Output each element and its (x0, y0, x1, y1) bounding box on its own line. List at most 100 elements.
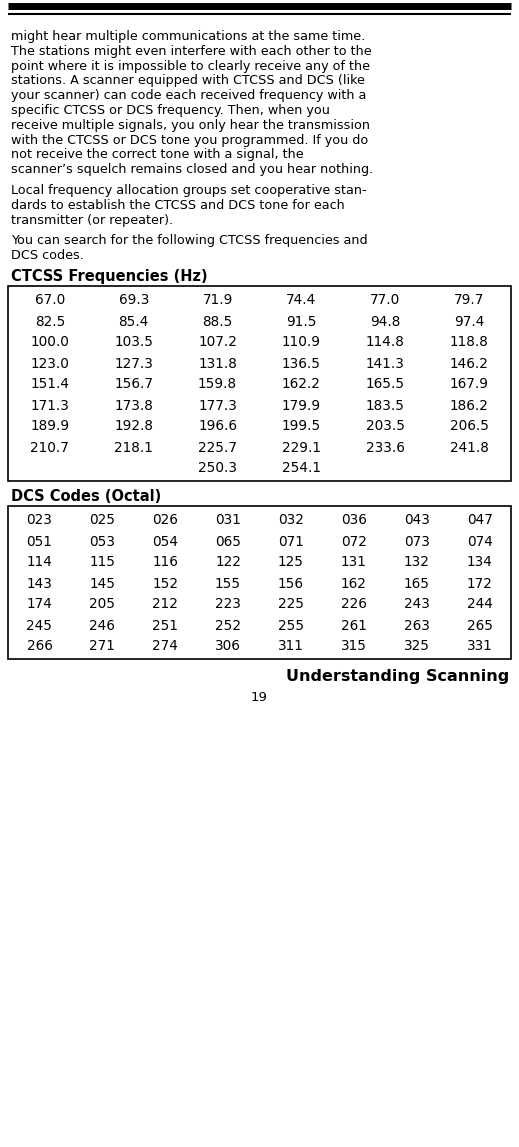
Text: 122: 122 (215, 555, 241, 570)
Text: 255: 255 (278, 618, 304, 632)
Text: 79.7: 79.7 (454, 294, 484, 307)
Text: 141.3: 141.3 (366, 357, 405, 370)
Text: 19: 19 (251, 690, 268, 704)
Text: 250.3: 250.3 (198, 461, 237, 476)
Text: 218.1: 218.1 (114, 440, 153, 454)
Text: 94.8: 94.8 (370, 314, 401, 328)
Text: 265: 265 (467, 618, 493, 632)
Text: 241.8: 241.8 (449, 440, 488, 454)
Text: 136.5: 136.5 (282, 357, 321, 370)
Text: 173.8: 173.8 (114, 398, 153, 413)
Text: 210.7: 210.7 (31, 440, 70, 454)
Text: 97.4: 97.4 (454, 314, 484, 328)
Text: 233.6: 233.6 (366, 440, 405, 454)
Text: 116: 116 (152, 555, 178, 570)
Text: 192.8: 192.8 (114, 420, 153, 434)
Text: 82.5: 82.5 (35, 314, 65, 328)
Text: 065: 065 (215, 535, 241, 548)
Text: 311: 311 (278, 640, 304, 654)
Text: 226: 226 (341, 598, 367, 611)
Text: 162.2: 162.2 (282, 377, 321, 391)
Text: 053: 053 (89, 535, 115, 548)
Text: dards to establish the CTCSS and DCS tone for each: dards to establish the CTCSS and DCS ton… (11, 198, 345, 212)
Text: stations. A scanner equipped with CTCSS and DCS (like: stations. A scanner equipped with CTCSS … (11, 75, 365, 87)
Text: 179.9: 179.9 (282, 398, 321, 413)
Text: 072: 072 (341, 535, 367, 548)
Text: 103.5: 103.5 (114, 336, 153, 350)
Text: 156.7: 156.7 (114, 377, 153, 391)
Text: 77.0: 77.0 (370, 294, 400, 307)
Text: 172: 172 (467, 577, 493, 591)
Text: 271: 271 (89, 640, 115, 654)
Text: 71.9: 71.9 (202, 294, 233, 307)
Text: point where it is impossible to clearly receive any of the: point where it is impossible to clearly … (11, 60, 370, 72)
Text: Local frequency allocation groups set cooperative stan-: Local frequency allocation groups set co… (11, 184, 366, 197)
Text: 225.7: 225.7 (198, 440, 237, 454)
Text: 229.1: 229.1 (282, 440, 321, 454)
Text: 115: 115 (89, 555, 115, 570)
Text: 131.8: 131.8 (198, 357, 237, 370)
Text: 205: 205 (89, 598, 115, 611)
Text: 223: 223 (215, 598, 241, 611)
Bar (8, 286, 511, 481)
Text: 325: 325 (404, 640, 430, 654)
Text: 74.4: 74.4 (286, 294, 317, 307)
Text: 263: 263 (404, 618, 430, 632)
Text: 156: 156 (278, 577, 304, 591)
Text: 186.2: 186.2 (449, 398, 488, 413)
Text: 110.9: 110.9 (282, 336, 321, 350)
Text: 152: 152 (152, 577, 178, 591)
Text: 203.5: 203.5 (366, 420, 405, 434)
Text: 162: 162 (341, 577, 367, 591)
Text: 252: 252 (215, 618, 241, 632)
Text: 054: 054 (152, 535, 178, 548)
Text: 251: 251 (152, 618, 178, 632)
Text: 026: 026 (152, 514, 178, 528)
Text: 051: 051 (26, 535, 52, 548)
Text: 183.5: 183.5 (366, 398, 405, 413)
Text: 036: 036 (341, 514, 367, 528)
Text: 143: 143 (26, 577, 52, 591)
Text: 266: 266 (26, 640, 52, 654)
Text: 134: 134 (467, 555, 493, 570)
Text: transmitter (or repeater).: transmitter (or repeater). (11, 213, 173, 227)
Text: receive multiple signals, you only hear the transmission: receive multiple signals, you only hear … (11, 119, 370, 132)
Text: 171.3: 171.3 (31, 398, 70, 413)
Text: 123.0: 123.0 (31, 357, 70, 370)
Text: 254.1: 254.1 (282, 461, 321, 476)
Text: 174: 174 (26, 598, 52, 611)
Text: 032: 032 (278, 514, 304, 528)
Text: scanner’s squelch remains closed and you hear nothing.: scanner’s squelch remains closed and you… (11, 163, 373, 177)
Text: 196.6: 196.6 (198, 420, 237, 434)
Text: 025: 025 (89, 514, 115, 528)
Text: 023: 023 (26, 514, 52, 528)
Text: CTCSS Frequencies (Hz): CTCSS Frequencies (Hz) (11, 270, 208, 284)
Text: 88.5: 88.5 (202, 314, 233, 328)
Text: 167.9: 167.9 (449, 377, 488, 391)
Text: Understanding Scanning: Understanding Scanning (286, 669, 509, 684)
Text: 146.2: 146.2 (449, 357, 488, 370)
Text: 114.8: 114.8 (366, 336, 405, 350)
Text: 100.0: 100.0 (31, 336, 70, 350)
Text: not receive the correct tone with a signal, the: not receive the correct tone with a sign… (11, 148, 304, 162)
Text: 85.4: 85.4 (118, 314, 149, 328)
Text: 225: 225 (278, 598, 304, 611)
Text: 151.4: 151.4 (31, 377, 70, 391)
Text: 67.0: 67.0 (35, 294, 65, 307)
Text: 155: 155 (215, 577, 241, 591)
Text: 074: 074 (467, 535, 493, 548)
Text: You can search for the following CTCSS frequencies and: You can search for the following CTCSS f… (11, 234, 367, 248)
Text: 274: 274 (152, 640, 178, 654)
Text: 261: 261 (341, 618, 367, 632)
Text: 047: 047 (467, 514, 493, 528)
Text: 114: 114 (26, 555, 52, 570)
Text: 206.5: 206.5 (449, 420, 488, 434)
Text: 306: 306 (215, 640, 241, 654)
Text: 118.8: 118.8 (449, 336, 488, 350)
Text: 245: 245 (26, 618, 52, 632)
Text: might hear multiple communications at the same time.: might hear multiple communications at th… (11, 30, 365, 42)
Text: 69.3: 69.3 (118, 294, 149, 307)
Text: 127.3: 127.3 (114, 357, 153, 370)
Text: 131: 131 (341, 555, 367, 570)
Text: 244: 244 (467, 598, 493, 611)
